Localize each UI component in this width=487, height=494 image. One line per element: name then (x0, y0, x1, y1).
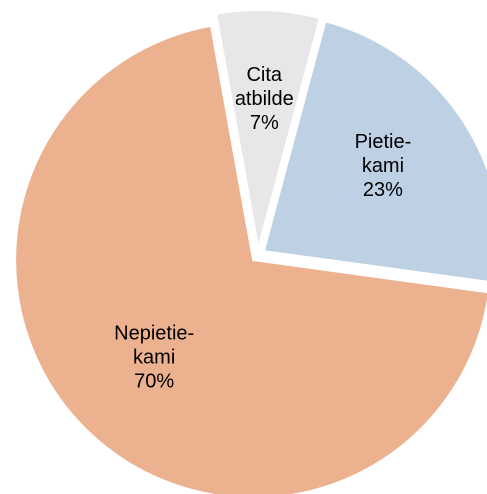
value-label: 7% (250, 112, 279, 134)
category-line: kami (133, 346, 175, 368)
category-line: Cita (246, 64, 282, 86)
pie-slice (14, 24, 487, 494)
category-line: atbilde (235, 88, 294, 110)
pie-slice (262, 20, 487, 283)
slice-label: Cita atbilde 7% (235, 64, 294, 134)
slice-label: Pietie-kami 23% (355, 131, 412, 201)
value-label: 70% (134, 370, 174, 392)
category-label: Nepietie-kami (114, 322, 194, 368)
category-label: Cita atbilde (235, 64, 294, 110)
category-line: Pietie- (355, 131, 412, 153)
value-label: 23% (363, 179, 403, 201)
category-line: kami (362, 155, 404, 177)
slice-label: Nepietie-kami 70% (114, 322, 194, 392)
category-line: Nepietie- (114, 322, 194, 344)
pie-slice (214, 9, 322, 249)
category-label: Pietie-kami (355, 131, 412, 177)
